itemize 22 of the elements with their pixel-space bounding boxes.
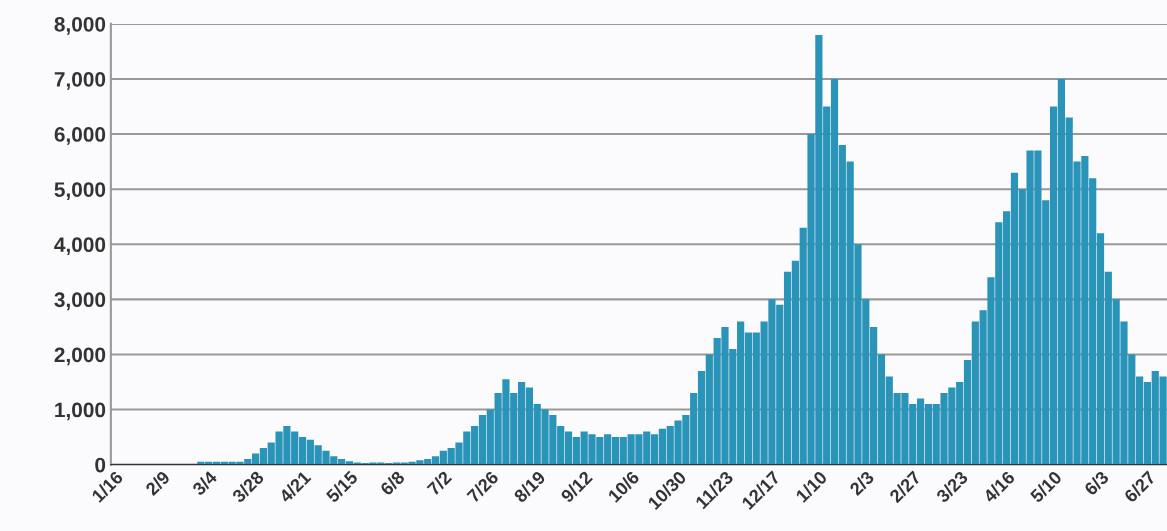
x-tick-label: 4/16 bbox=[981, 469, 1016, 504]
x-tick-label: 9/12 bbox=[559, 470, 594, 504]
y-tick-label: 1,000 bbox=[55, 402, 106, 421]
y-tick-label: 0 bbox=[95, 457, 106, 473]
x-tick-label: 8/19 bbox=[512, 469, 547, 504]
x-tick-label: 3/4 bbox=[191, 469, 219, 497]
y-tick-label: 6,000 bbox=[54, 127, 106, 145]
x-tick-label: 6/3 bbox=[1083, 469, 1110, 497]
x-tick-label: 5/10 bbox=[1029, 470, 1063, 504]
y-tick-label: 5,000 bbox=[54, 182, 106, 200]
x-tick-label: 7/2 bbox=[426, 470, 453, 497]
x-tick-label: 2/3 bbox=[848, 469, 875, 497]
x-tick-label: 6/8 bbox=[379, 469, 406, 497]
x-tick-label: 2/9 bbox=[144, 469, 171, 497]
x-tick-label: 4/21 bbox=[277, 469, 312, 504]
x-tick-label: 7/26 bbox=[465, 469, 500, 504]
y-tick-label: 7,000 bbox=[54, 71, 106, 90]
x-tick-label: 3/23 bbox=[935, 469, 969, 504]
y-tick-label: 4,000 bbox=[54, 237, 106, 256]
y-tick-label: 8,000 bbox=[54, 16, 106, 35]
y-tick-label: 3,000 bbox=[54, 292, 106, 311]
y-tick-label: 2,000 bbox=[54, 347, 106, 366]
